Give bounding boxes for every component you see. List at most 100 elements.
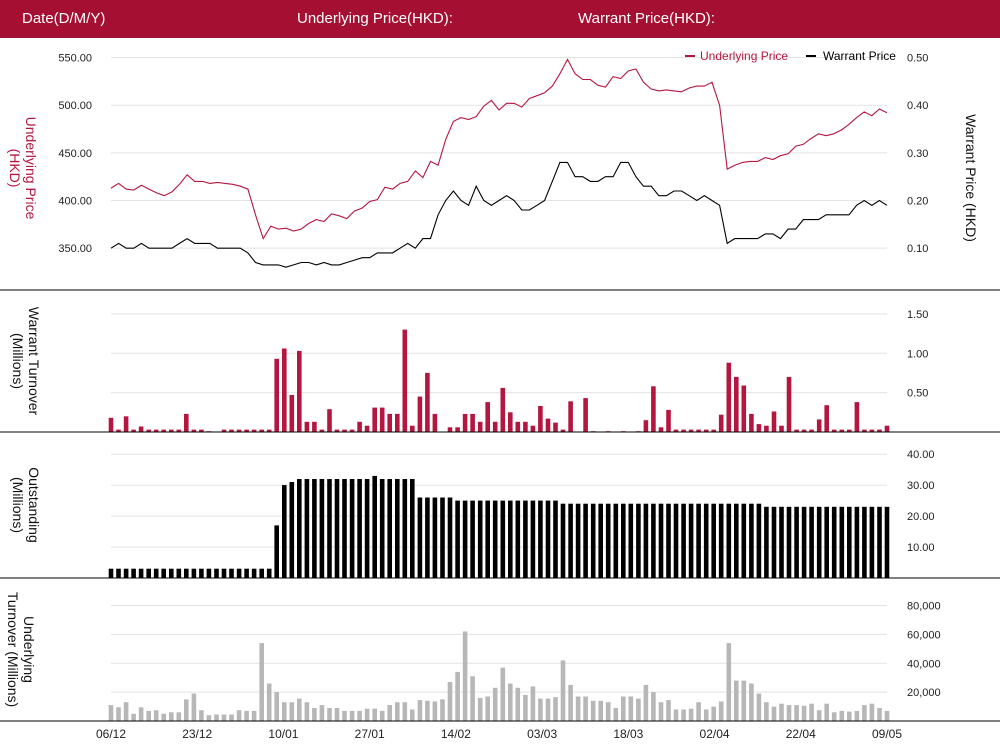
warrant-turnover-bar — [138, 426, 144, 432]
warrant-turnover-bar — [726, 362, 732, 432]
x-tick-label: 02/04 — [700, 727, 730, 741]
outstanding-bar — [425, 497, 430, 578]
warrant-turnover-bar — [251, 429, 257, 432]
underlying-turnover-bar — [176, 712, 182, 721]
warrant-turnover-bar — [282, 348, 287, 432]
underlying-turnover-bar — [138, 707, 144, 721]
right-tick-label: 60,000 — [907, 629, 941, 641]
underlying-turnover-bar — [462, 631, 468, 721]
outstanding-bar — [372, 475, 377, 578]
x-tick-label: 22/04 — [786, 727, 816, 741]
right-tick-label: 0.50 — [907, 53, 928, 65]
outstanding-bar — [455, 500, 460, 578]
outstanding-bar — [824, 506, 829, 578]
outstanding-bar — [274, 525, 279, 578]
underlying-turnover-bar — [854, 710, 860, 721]
y-axis-label-warrant: Warrant Price (HKD) — [963, 114, 979, 242]
outstanding-bar — [749, 503, 754, 578]
outstanding-bar — [734, 503, 739, 578]
outstanding-bar — [688, 503, 694, 578]
warrant-turnover-bar — [357, 421, 362, 432]
outstanding-bar — [304, 479, 310, 578]
underlying-turnover-bar — [500, 667, 506, 721]
outstanding-bar — [628, 503, 634, 578]
warrant-turnover-bar — [349, 429, 355, 432]
outstanding-bar — [794, 506, 799, 578]
warrant-turnover-bar — [688, 429, 694, 432]
underlying-turnover-bar — [515, 687, 521, 721]
underlying-turnover-bar — [387, 705, 392, 721]
warrant-turnover-bar — [379, 407, 385, 432]
outstanding-bar — [447, 497, 453, 578]
underlying-turnover-bar — [417, 700, 423, 721]
outstanding-bar — [357, 479, 362, 578]
underlying-turnover-bar — [726, 643, 732, 721]
underlying-turnover-bar — [244, 710, 249, 721]
warrant-turnover-bar — [131, 429, 136, 432]
left-tick-label: 400.00 — [58, 196, 92, 208]
outstanding-bar — [869, 506, 875, 578]
underlying-turnover-bar — [862, 705, 867, 721]
outstanding-bar — [161, 568, 166, 578]
outstanding-bar — [485, 500, 490, 578]
outstanding-bar — [847, 506, 852, 578]
outstanding-bar — [327, 479, 332, 578]
outstanding-bar — [643, 503, 649, 578]
warrant-turnover-bar — [568, 401, 573, 432]
underlying-turnover-bar — [274, 692, 279, 721]
warrant-turnover-bar — [462, 413, 468, 432]
legend-underlying-label: Underlying Price — [700, 49, 788, 63]
outstanding-bar — [116, 568, 121, 578]
outstanding-bar — [214, 568, 219, 578]
underlying-turnover-bar — [575, 696, 581, 721]
underlying-turnover-bar — [425, 700, 430, 721]
outstanding-bar — [636, 503, 641, 578]
warrant-turnover-bar — [869, 429, 875, 432]
outstanding-bar — [410, 479, 415, 578]
underlying-turnover-bar — [131, 713, 136, 721]
x-tick-label: 18/03 — [613, 727, 643, 741]
warrant-turnover-bar — [741, 385, 747, 432]
underlying-turnover-bar — [161, 713, 166, 721]
underlying-turnover-bar — [364, 708, 370, 721]
underlying-turnover-bar — [651, 692, 656, 721]
underlying-turnover-bar — [741, 680, 747, 721]
underlying-turnover-bar — [372, 708, 377, 721]
warrant-turnover-bar — [673, 429, 679, 432]
outstanding-bar — [199, 568, 204, 578]
warrant-turnover-bar — [666, 409, 671, 432]
warrant-turnover-bar — [176, 429, 182, 432]
outstanding-bar — [862, 506, 867, 578]
outstanding-bar — [334, 479, 340, 578]
outstanding-bar — [515, 500, 521, 578]
outstanding-bar — [402, 479, 408, 578]
outstanding-bar — [786, 506, 792, 578]
underlying-turnover-bar — [379, 710, 385, 721]
warrant-turnover-bar — [161, 429, 166, 432]
outstanding-bar — [613, 503, 619, 578]
x-tick-label: 14/02 — [441, 727, 471, 741]
date-label: Date(D/M/Y) — [22, 10, 106, 27]
outstanding-bar — [839, 506, 845, 578]
warrant-turnover-bar — [779, 425, 784, 432]
underlying-turnover-bar — [312, 708, 317, 721]
outstanding-bar — [696, 503, 701, 578]
outstanding-bar — [229, 568, 234, 578]
warrant-turnover-bar — [447, 427, 453, 432]
outstanding-bar — [530, 500, 536, 578]
underlying-turnover-bar — [598, 700, 603, 721]
underlying-turnover-bar — [251, 710, 257, 721]
outstanding-bar — [877, 506, 882, 578]
warrant-turnover-bar — [545, 418, 551, 432]
warrant-turnover-bar — [410, 425, 415, 432]
warrant-turnover-bar — [266, 429, 272, 432]
warrant-turnover-bar — [334, 429, 340, 432]
underlying-turnover-bar — [869, 703, 875, 721]
warrant-turnover-bar — [289, 395, 295, 432]
underlying-turnover-bar — [530, 686, 536, 721]
underlying-turnover-bar — [214, 714, 219, 721]
warrant-turnover-bar — [734, 376, 739, 432]
warrant-turnover-bar — [184, 413, 189, 432]
underlying-turnover-bar — [440, 699, 445, 721]
warrant-turnover-bar — [432, 413, 438, 432]
